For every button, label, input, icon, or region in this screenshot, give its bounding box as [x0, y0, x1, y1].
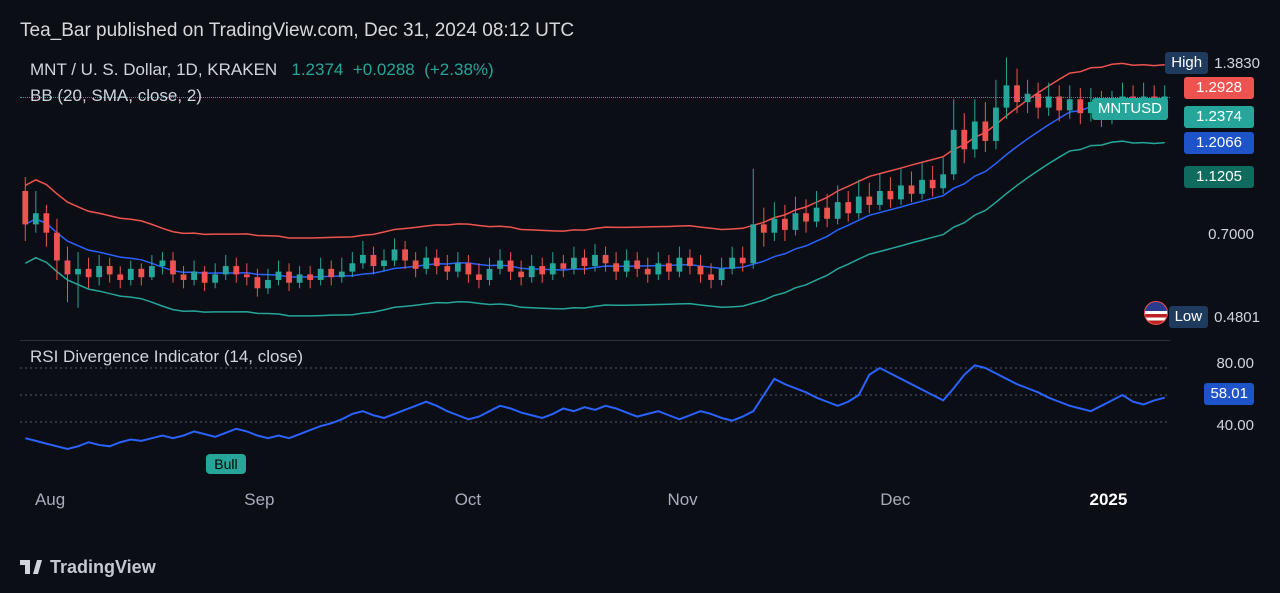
tv-logo-text: TradingView [50, 557, 156, 578]
rsi-axis: 80.0040.0058.01 [1170, 340, 1260, 475]
time-axis: AugSepOctNovDec2025 [20, 490, 1170, 520]
price-chart[interactable]: MNT / U. S. Dollar, 1D, KRAKEN 1.2374 +0… [20, 52, 1170, 330]
symbol-name: MNT / U. S. Dollar, 1D, KRAKEN [30, 60, 277, 79]
tradingview-logo: TradingView [20, 557, 156, 578]
symbol-last: 1.2374 [291, 60, 343, 79]
tv-logo-icon [20, 560, 42, 576]
symbol-change-pct: (+2.38%) [424, 60, 493, 79]
price-axis: 0.7000 High 1.38301.29281.23741.20661.12… [1170, 52, 1260, 330]
rsi-title: RSI Divergence Indicator (14, close) [30, 347, 303, 367]
symbol-tag: MNTUSD [1092, 98, 1168, 120]
symbol-change: +0.0288 [353, 60, 415, 79]
symbol-title: MNT / U. S. Dollar, 1D, KRAKEN 1.2374 +0… [30, 60, 494, 80]
rsi-panel[interactable]: RSI Divergence Indicator (14, close) Bul… [20, 340, 1170, 475]
bb-indicator-title: BB (20, SMA, close, 2) [30, 86, 202, 106]
publish-header: Tea_Bar published on TradingView.com, De… [20, 20, 574, 42]
bull-badge: Bull [206, 454, 245, 474]
flag-icon [1144, 301, 1168, 325]
